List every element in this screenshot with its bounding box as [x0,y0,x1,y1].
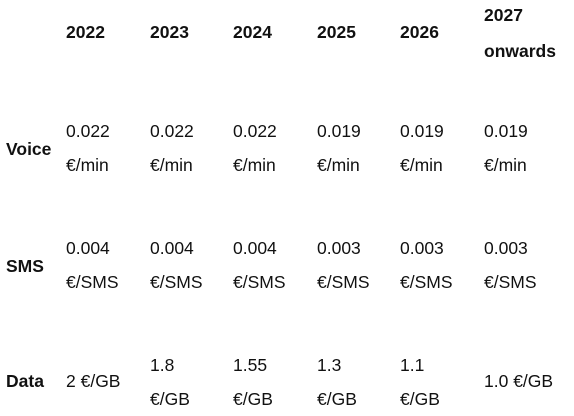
sms-2027-onwards: 0.003 €/SMS [484,238,537,292]
column-header-2023: 2023 [150,22,189,42]
row-label-data: Data [6,371,44,391]
column-header-2022: 2022 [66,22,105,42]
voice-2023: 0.022 €/min [150,121,194,175]
sms-2024: 0.004 €/SMS [233,238,286,292]
column-header-2027-onwards: 2027 onwards [484,5,556,61]
sms-2025: 0.003 €/SMS [317,238,370,292]
data-2026: 1.1 €/GB [400,355,440,409]
voice-2024: 0.022 €/min [233,121,277,175]
sms-2026: 0.003 €/SMS [400,238,453,292]
voice-2027-onwards: 0.019 €/min [484,121,528,175]
column-header-2024: 2024 [233,22,272,42]
voice-2025: 0.019 €/min [317,121,361,175]
column-header-2026: 2026 [400,22,439,42]
data-2025: 1.3 €/GB [317,355,357,409]
voice-2026: 0.019 €/min [400,121,444,175]
data-2027-onwards: 1.0 €/GB [484,371,554,391]
sms-2022: 0.004 €/SMS [66,238,119,292]
row-label-voice: Voice [6,139,52,159]
column-header-2025: 2025 [317,22,356,42]
voice-2022: 0.022 €/min [66,121,110,175]
sms-2023: 0.004 €/SMS [150,238,203,292]
data-2022: 2 €/GB [66,371,121,391]
data-2023: 1.8 €/GB [150,355,190,409]
data-2024: 1.55 €/GB [233,355,273,409]
row-label-sms: SMS [6,256,44,276]
